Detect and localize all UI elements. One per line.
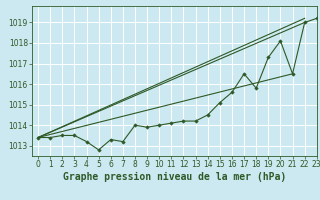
X-axis label: Graphe pression niveau de la mer (hPa): Graphe pression niveau de la mer (hPa) (63, 172, 286, 182)
